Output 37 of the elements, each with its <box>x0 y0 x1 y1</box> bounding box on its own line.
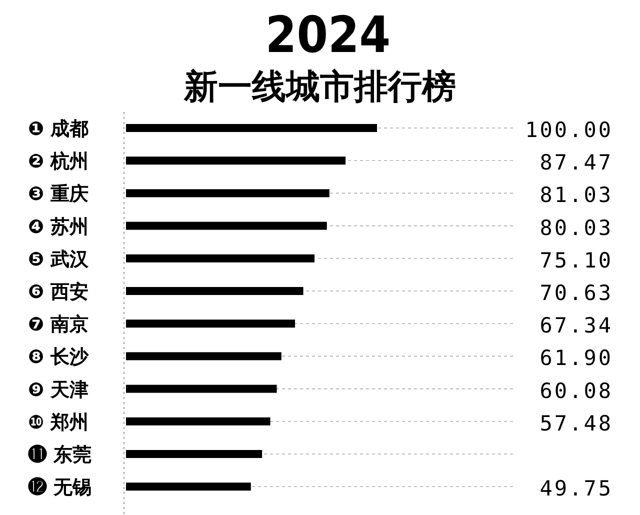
bar <box>126 320 296 328</box>
bar <box>126 222 327 230</box>
bar <box>126 189 330 198</box>
bar <box>126 352 282 360</box>
y-tick-label: ❽ 长沙 <box>28 346 90 368</box>
bar <box>126 156 346 165</box>
data-label: 100.00 <box>525 118 613 142</box>
data-label: 60.08 <box>540 378 613 403</box>
y-tick-label: ⓬ 无锡 <box>28 476 92 499</box>
y-tick-label: ❿ 郑州 <box>28 411 89 434</box>
chart-subtitle: 新一线城市排行榜 <box>183 67 456 107</box>
bar <box>126 384 277 393</box>
y-tick-label: ❺ 武汉 <box>28 248 90 270</box>
y-tick-label: ❷ 杭州 <box>28 150 89 173</box>
data-label: 87.47 <box>540 150 613 175</box>
y-tick-label: ❹ 苏州 <box>28 216 89 238</box>
bar <box>126 417 270 426</box>
data-label: 81.03 <box>540 183 613 208</box>
y-tick-label: ❼ 南京 <box>28 314 89 336</box>
y-tick-label: ❶ 成都 <box>28 118 89 140</box>
bar <box>126 287 304 295</box>
y-tick-label: ❻ 西安 <box>28 281 89 303</box>
data-label: 61.90 <box>540 346 613 370</box>
data-label: 70.63 <box>540 281 613 305</box>
data-label: 49.75 <box>540 476 613 501</box>
y-tick-label: ⓫ 东莞 <box>28 444 92 466</box>
y-tick-label: ❾ 天津 <box>28 378 89 401</box>
data-label: 67.34 <box>540 314 613 338</box>
bar <box>126 124 377 132</box>
data-label: 80.03 <box>540 216 613 240</box>
data-label: 75.10 <box>540 248 613 272</box>
y-tick-label: ❸ 重庆 <box>28 183 89 206</box>
data-label: 57.48 <box>540 411 613 436</box>
bar <box>126 450 262 458</box>
chart-title: 2024 <box>265 6 391 64</box>
bar <box>126 254 314 262</box>
bar <box>126 482 251 491</box>
